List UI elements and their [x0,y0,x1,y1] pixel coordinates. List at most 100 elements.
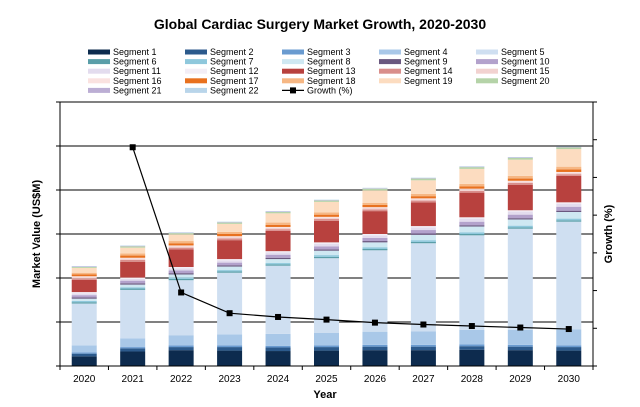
bar-segment-7 [265,263,291,265]
bar-segment-17 [507,178,533,181]
bar-segment-17 [362,204,388,208]
legend-item: Segment 2 [185,47,254,57]
legend-label: Segment 20 [501,76,550,86]
bar-segment-16 [459,188,485,190]
legend-label: Segment 15 [501,66,550,76]
bar-segment-9 [507,218,533,220]
bar-segment-4 [120,338,146,348]
bar-segment-17 [556,169,582,172]
bar-segment-15 [410,199,436,201]
legend-label: Segment 14 [404,66,453,76]
legend-label: Segment 13 [307,66,356,76]
bar-segment-2 [168,347,194,351]
bar-segment-6 [459,234,485,236]
legend-swatch [88,59,110,65]
bar-segment-9 [217,265,243,267]
bar-segment-17 [265,224,291,227]
bar-segment-8 [120,284,146,288]
bar-segment-9 [265,257,291,260]
x-tick-labels: 2020 2021 2022 2023 2024 2025 2026 2027 2028 2029… [73,374,580,385]
bar-segment-2 [265,347,291,352]
legend-item: Segment 13 [282,66,356,76]
bar-segment-14 [410,200,436,203]
x-tick-label: 2025 [315,374,338,385]
y-axis-title: Market Value (US$M) [31,180,43,289]
legend-item: Segment 22 [185,85,259,95]
legend-swatch [185,87,207,93]
bar-segment-4 [362,331,388,345]
bar-segment-3 [217,345,243,348]
bar-segment-9 [314,249,339,251]
legend-item: Segment 4 [379,47,448,57]
legend-item: Segment 6 [88,57,157,67]
bar-segment-1 [459,349,485,366]
y2-axis-title: Growth (%) [603,204,615,263]
bar-segment-9 [71,297,97,299]
legend-item: Segment 19 [379,76,453,86]
growth-point-2027 [420,321,427,328]
legend-label: Segment 5 [501,47,545,57]
bar-segment-8 [265,259,291,264]
legend-label: Segment 6 [113,57,157,67]
bar-segment-3 [314,345,339,348]
bar-segment-4 [168,335,194,346]
bar-segment-13 [265,230,291,252]
bar-segment-3 [362,344,388,347]
bar-segment-10 [362,237,388,242]
legend-swatch [379,68,401,74]
bar-segment-3 [71,352,97,354]
bar-segment-13 [314,220,339,243]
bar-segment-9 [459,225,485,227]
bar-segment-7 [314,255,339,257]
bar-segment-16 [507,180,533,182]
bar-segment-15 [265,227,291,230]
bar-stack-2026 [362,187,388,366]
bar-segment-19 [459,168,485,184]
bar-segment-14 [556,174,582,176]
bar-segment-18 [410,193,436,197]
bar-segment-11 [168,268,194,271]
bar-segment-19 [265,213,291,223]
bar-segment-6 [120,288,146,290]
bar-segment-18 [314,212,339,215]
bar-segment-20 [71,267,97,268]
bar-segment-11 [507,211,533,215]
bar-segment-9 [168,273,194,275]
bar-segment-20 [507,157,533,160]
bar-segment-8 [314,250,339,256]
bar-segment-7 [168,277,194,279]
bar-segment-15 [314,217,339,220]
bar-segment-9 [556,210,582,212]
bar-segment-10 [507,214,533,219]
bar-segment-6 [71,302,97,304]
bar-segment-20 [556,147,582,150]
legend-swatch [88,68,110,74]
bar-segment-13 [168,249,194,267]
bar-segment-20 [168,233,194,235]
bar-segment-4 [459,329,485,345]
bar-segment-8 [507,219,533,226]
legend-item: Segment 9 [379,57,448,67]
legend-item: Growth (%) [282,85,353,95]
legend-label: Segment 11 [113,66,161,76]
bar-segment-15 [459,189,485,191]
growth-point-2021 [129,144,136,151]
bar-segment-12 [314,242,339,244]
bar-segment-12 [556,202,582,204]
legend-item: Segment 15 [476,66,550,76]
bar-segment-6 [507,227,533,229]
bar-segment-6 [314,256,339,259]
bar-segment-9 [120,283,146,285]
legend-item: Segment 17 [185,76,259,86]
bar-segment-10 [410,230,436,234]
bar-segment-14 [168,247,194,250]
legend-label: Segment 2 [210,47,254,57]
bar-segment-5 [410,243,436,332]
legend-swatch [282,49,304,55]
bar-segment-19 [362,190,388,203]
bar-segment-2 [410,346,436,351]
bar-segment-14 [120,259,146,262]
bar-segment-2 [507,346,533,351]
bar-segment-6 [217,271,243,273]
legend-item: Segment 7 [185,57,254,67]
